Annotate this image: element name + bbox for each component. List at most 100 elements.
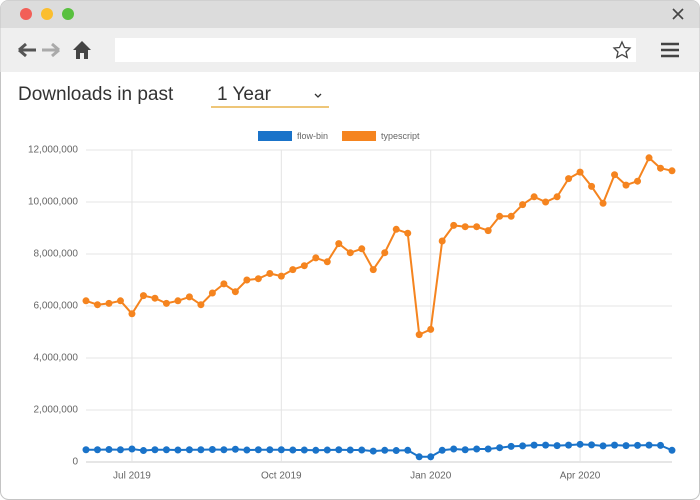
data-point [519, 442, 527, 450]
legend-swatch [342, 131, 377, 141]
data-point [611, 171, 619, 179]
data-point [369, 266, 377, 274]
data-point [346, 446, 354, 454]
data-point [392, 225, 400, 233]
address-bar[interactable] [115, 38, 636, 62]
data-point [473, 223, 481, 231]
data-point [668, 167, 676, 175]
data-point [461, 223, 469, 231]
data-point [185, 293, 193, 301]
data-point [657, 441, 665, 449]
legend-swatch [258, 131, 292, 141]
star-icon[interactable] [612, 40, 632, 59]
minimize-dot[interactable] [41, 8, 53, 20]
data-point [312, 254, 320, 262]
legend-item: flow-bin [258, 131, 328, 141]
data-point [162, 446, 170, 454]
legend-item: typescript [342, 131, 420, 141]
data-point [277, 272, 285, 280]
data-point [231, 288, 239, 296]
data-point [323, 258, 331, 266]
data-point [645, 441, 653, 449]
data-point [128, 310, 136, 318]
data-point [358, 245, 366, 253]
home-icon[interactable] [73, 41, 91, 59]
data-point [668, 446, 676, 454]
data-point [496, 444, 504, 452]
data-point [565, 441, 573, 449]
data-point [392, 447, 400, 455]
data-point [197, 446, 205, 454]
data-point [438, 237, 446, 245]
data-point [116, 297, 124, 305]
data-point [645, 154, 653, 162]
data-point [312, 446, 320, 454]
data-point [82, 446, 90, 454]
data-point [599, 442, 607, 450]
data-point [473, 445, 481, 453]
data-point [174, 446, 182, 454]
data-point [93, 301, 101, 309]
data-point [116, 446, 124, 454]
data-point [542, 441, 550, 449]
data-point [369, 447, 377, 455]
data-point [174, 297, 182, 305]
data-point [139, 292, 147, 300]
data-point [82, 297, 90, 305]
data-point [254, 275, 262, 283]
x-tick-label: Oct 2019 [261, 471, 302, 482]
menu-icon[interactable] [661, 42, 679, 58]
data-point [611, 441, 619, 449]
legend-label: typescript [381, 131, 420, 141]
x-tick-label: Jul 2019 [113, 471, 151, 482]
data-point [266, 270, 274, 277]
y-tick-label: 12,000,000 [28, 145, 78, 156]
series-line [85, 156, 673, 336]
x-tick-label: Jan 2020 [410, 471, 452, 482]
x-tick-label: Apr 2020 [560, 471, 601, 482]
data-point [243, 276, 251, 284]
data-point [657, 164, 665, 172]
data-point [197, 301, 205, 309]
back-icon[interactable] [18, 42, 36, 58]
data-point [565, 175, 573, 183]
data-point [553, 193, 561, 201]
forward-icon[interactable] [42, 42, 60, 58]
dropdown-chevron[interactable] [314, 93, 322, 98]
data-point [576, 440, 584, 448]
maximize-dot[interactable] [62, 8, 74, 20]
data-point [427, 453, 435, 461]
data-point [151, 446, 159, 454]
legend-label: flow-bin [297, 131, 328, 141]
period-select[interactable]: 1 Year [217, 84, 272, 105]
data-point [588, 441, 596, 449]
data-point [507, 212, 515, 220]
data-point [220, 446, 228, 454]
close-icon[interactable] [672, 8, 684, 20]
chart: 0 2,000,000 4,000,000 6,000,000 8,000,000 10,… [28, 131, 676, 482]
data-point [128, 445, 136, 453]
data-point [542, 198, 550, 206]
data-point [289, 446, 297, 454]
y-tick-label: 4,000,000 [34, 353, 79, 364]
y-tick-label: 6,000,000 [34, 301, 79, 312]
data-point [93, 446, 101, 454]
close-dot[interactable] [20, 8, 32, 20]
data-point [358, 446, 366, 454]
data-point [553, 442, 561, 450]
data-point [415, 331, 423, 339]
data-point [346, 249, 354, 257]
data-point [208, 446, 216, 454]
data-point [530, 441, 538, 449]
data-point [588, 182, 596, 190]
data-point [530, 193, 538, 201]
data-point [300, 262, 308, 270]
y-tick-label: 0 [72, 457, 78, 468]
data-point [185, 446, 193, 454]
data-point [634, 441, 642, 449]
data-point [335, 240, 343, 248]
data-point [634, 177, 642, 185]
downloads-label: Downloads in past [18, 84, 174, 105]
data-point [438, 446, 446, 454]
